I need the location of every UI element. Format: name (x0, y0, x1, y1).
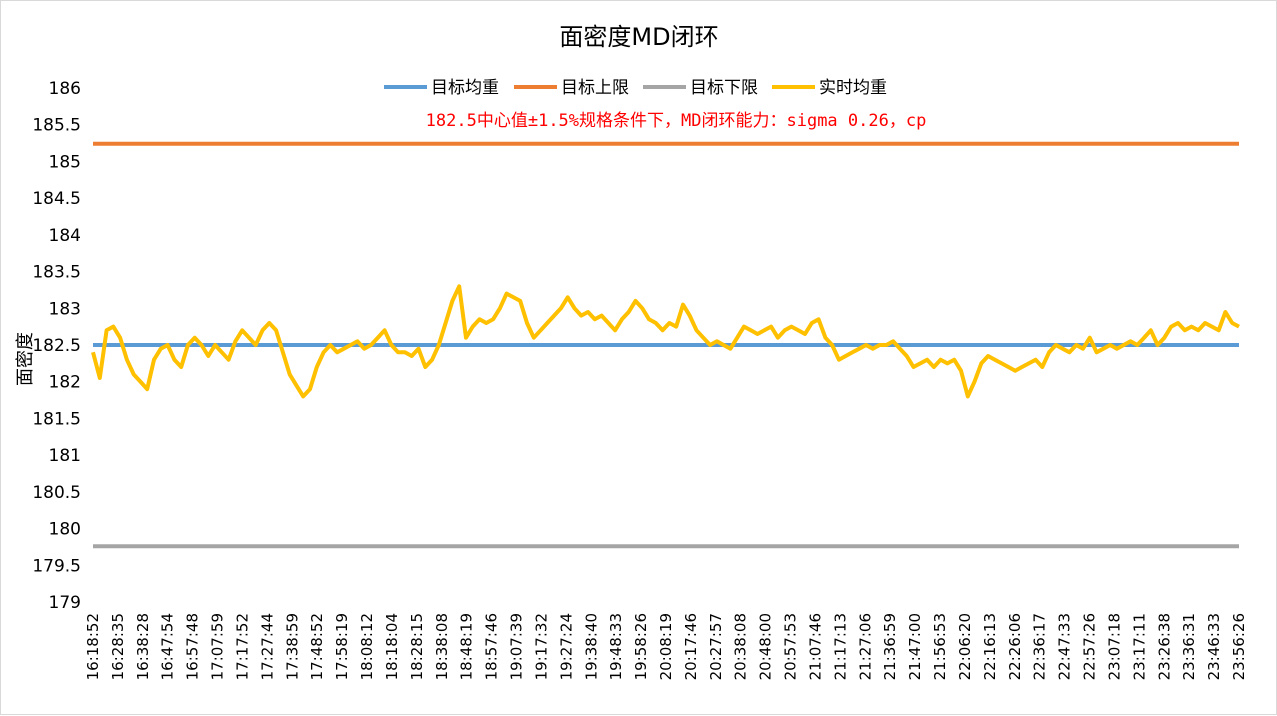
x-tick-label: 19:17:32 (532, 613, 550, 680)
x-tick-label: 18:18:04 (383, 613, 401, 680)
x-tick-label: 20:48:00 (757, 613, 775, 680)
x-axis: 16:18:52 16:28:35 16:38:28 16:47:54 16:57:48… (84, 613, 1248, 680)
x-tick-label: 16:38:28 (134, 613, 152, 680)
x-tick-label: 21:36:59 (881, 613, 899, 680)
x-tick-label: 19:58:26 (632, 613, 650, 680)
x-tick-label: 19:48:33 (607, 613, 625, 680)
x-tick-label: 18:08:12 (358, 613, 376, 680)
x-tick-label: 17:27:44 (258, 613, 276, 680)
x-tick-label: 22:16:13 (981, 613, 999, 680)
x-tick-label: 23:46:33 (1205, 613, 1223, 680)
x-tick-label: 23:36:31 (1180, 613, 1198, 680)
x-tick-label: 21:56:53 (931, 613, 949, 680)
y-tick-label: 183.5 (32, 263, 81, 283)
y-tick-label: 179.5 (32, 556, 81, 576)
y-tick-label: 179 (49, 593, 81, 613)
x-tick-label: 22:57:26 (1081, 613, 1099, 680)
x-tick-label: 22:36:17 (1031, 613, 1049, 680)
y-tick-label: 181 (49, 446, 81, 466)
y-tick-label: 186 (49, 79, 81, 99)
y-tick-label: 183 (49, 299, 81, 319)
x-tick-label: 16:18:52 (84, 613, 102, 680)
x-tick-label: 21:47:00 (906, 613, 924, 680)
x-tick-label: 20:08:19 (657, 613, 675, 680)
x-tick-label: 17:07:59 (209, 613, 227, 680)
x-tick-label: 21:17:13 (831, 613, 849, 680)
x-tick-label: 17:58:19 (333, 613, 351, 680)
chart-title: 面密度MD闭环 (559, 23, 718, 51)
legend: 目标均重 目标上限 目标下限 实时均重 (384, 78, 887, 98)
y-tick-label: 185 (49, 152, 81, 172)
x-tick-label: 20:57:53 (782, 613, 800, 680)
y-tick-label: 180 (49, 520, 81, 540)
y-tick-label: 181.5 (32, 409, 81, 429)
x-tick-label: 19:38:40 (582, 613, 600, 680)
x-tick-label: 21:07:46 (806, 613, 824, 680)
x-tick-label: 18:57:46 (483, 613, 501, 680)
legend-label: 目标上限 (561, 78, 629, 98)
plot-area (91, 141, 1240, 549)
x-tick-label: 20:38:08 (732, 613, 750, 680)
x-tick-label: 22:26:06 (1006, 613, 1024, 680)
x-tick-label: 17:38:59 (283, 613, 301, 680)
y-axis: 186 185.5 185 184.5 184 183.5 183 182.5 182 181.5… (32, 79, 81, 613)
x-tick-label: 17:17:52 (233, 613, 251, 680)
x-tick-label: 17:48:52 (308, 613, 326, 680)
y-tick-label: 182 (49, 373, 81, 393)
x-tick-label: 16:28:35 (109, 613, 127, 680)
legend-label: 目标下限 (690, 78, 758, 98)
x-tick-label: 19:07:39 (508, 613, 526, 680)
x-tick-label: 22:47:33 (1056, 613, 1074, 680)
capability-annotation: 182.5中心值±1.5%规格条件下，MD闭环能力：sigma 0.26，cp (426, 111, 927, 131)
y-tick-label: 185.5 (32, 116, 81, 136)
y-tick-label: 182.5 (32, 336, 81, 356)
x-tick-label: 23:07:18 (1105, 613, 1123, 680)
x-tick-label: 23:26:38 (1155, 613, 1173, 680)
y-axis-label: 面密度 (15, 332, 36, 386)
x-tick-label: 20:27:57 (707, 613, 725, 680)
x-tick-label: 21:27:06 (856, 613, 874, 680)
x-tick-label: 18:48:19 (458, 613, 476, 680)
x-tick-label: 18:38:08 (433, 613, 451, 680)
x-tick-label: 18:28:15 (408, 613, 426, 680)
legend-label: 实时均重 (819, 78, 887, 98)
x-tick-label: 23:17:11 (1130, 613, 1148, 680)
y-tick-label: 184.5 (32, 189, 81, 209)
x-tick-label: 23:56:26 (1230, 613, 1248, 680)
x-tick-label: 19:27:24 (557, 613, 575, 680)
x-tick-label: 20:17:46 (682, 613, 700, 680)
y-tick-label: 180.5 (32, 483, 81, 503)
realtime-series-line (91, 284, 1240, 399)
x-tick-label: 16:57:48 (184, 613, 202, 680)
legend-label: 目标均重 (431, 78, 499, 98)
x-tick-label: 16:47:54 (159, 613, 177, 680)
y-tick-label: 184 (49, 226, 81, 246)
x-tick-label: 22:06:20 (956, 613, 974, 680)
